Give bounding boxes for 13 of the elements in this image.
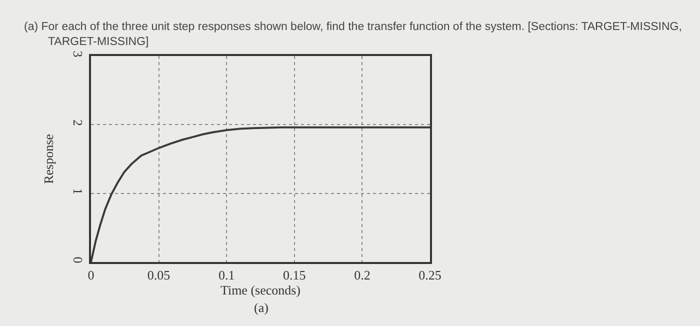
y-tick-label: 0 — [70, 256, 86, 264]
x-tick-label: 0.1 — [218, 267, 235, 282]
y-tick-label: 3 — [70, 50, 86, 58]
x-tick-label: 0.05 — [147, 267, 170, 282]
y-tick-label: 1 — [70, 188, 86, 195]
chart-title: (a) For each of the three unit step responses shown below, find the transfer function of the system. [Sections: TARGET-MISSING, TARGET-MISSING] — [24, 20, 683, 50]
y-tick-label: 2 — [70, 119, 86, 126]
x-tick-label: 0.25 — [418, 267, 442, 282]
y-axis-title: Response — [41, 134, 56, 184]
text: (a) — [254, 300, 268, 315]
x-axis-title: Time (seconds) — [220, 282, 301, 298]
x-tick-label: 0.2 — [354, 267, 370, 282]
x-tick-label: 0.15 — [283, 267, 306, 282]
